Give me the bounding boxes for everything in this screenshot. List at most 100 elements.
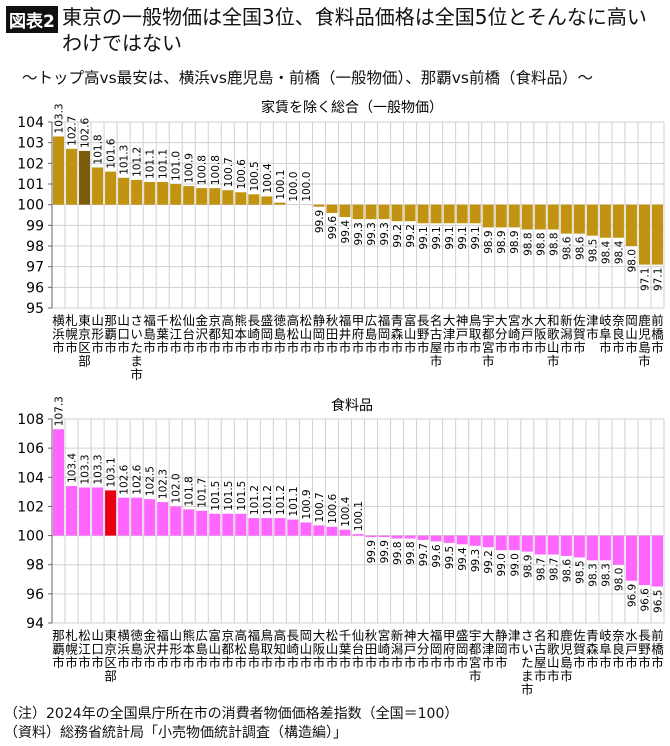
bar-水戸市 bbox=[625, 535, 637, 581]
x-tick-label: 札幌市 bbox=[65, 313, 78, 355]
x-tick-label: 那覇市 bbox=[104, 313, 117, 355]
data-label: 98.7 bbox=[535, 558, 547, 581]
y-tick-label: 98 bbox=[26, 239, 44, 255]
x-tick-label: 奈良市 bbox=[612, 628, 625, 670]
bar-大分市 bbox=[495, 204, 507, 228]
bar-広島市 bbox=[365, 204, 377, 220]
bar-福岡市 bbox=[430, 535, 442, 542]
bar-富山市 bbox=[209, 513, 221, 536]
data-label: 97.1 bbox=[639, 268, 651, 291]
x-tick-label: 静岡市 bbox=[313, 313, 326, 355]
x-tick-label: 東京区部 bbox=[104, 628, 117, 684]
bar-長野市 bbox=[417, 204, 429, 224]
x-tick-label: 京都市 bbox=[222, 628, 235, 670]
bar-仙台市 bbox=[352, 534, 364, 536]
x-tick-label: 名古屋市 bbox=[430, 313, 443, 369]
x-tick-label: 山形市 bbox=[169, 628, 182, 670]
y-tick-label: 95 bbox=[26, 301, 44, 317]
x-tick-label: 神戸市 bbox=[456, 313, 469, 355]
x-tick-label: 宇都宮市 bbox=[482, 313, 495, 369]
x-tick-label: 富山市 bbox=[209, 628, 222, 670]
x-tick-label: 東京区部 bbox=[78, 313, 91, 369]
x-tick-label: 高松市 bbox=[235, 628, 248, 670]
bar-宇都宮市 bbox=[469, 535, 481, 546]
x-tick-label: 山形市 bbox=[91, 313, 104, 355]
x-tick-label: 大分市 bbox=[417, 628, 430, 670]
food-price-chart: 食料品 94 96 98 100 102 104 106 108 107.3 那覇市 103.4 札幌市… bbox=[17, 396, 665, 697]
data-label: 102.6 bbox=[80, 118, 92, 148]
data-label: 100.8 bbox=[210, 155, 222, 185]
x-tick-label: 福島市 bbox=[248, 628, 261, 670]
x-tick-label: 秋田市 bbox=[365, 628, 378, 670]
x-tick-label: 甲府市 bbox=[352, 313, 365, 355]
bar-山形市 bbox=[170, 506, 182, 536]
bar-福岡市 bbox=[378, 204, 390, 220]
bar-札幌市 bbox=[66, 486, 78, 536]
data-label: 98.3 bbox=[600, 563, 612, 586]
bar-福島市 bbox=[144, 181, 156, 205]
data-label: 98.7 bbox=[548, 558, 560, 581]
data-label: 99.2 bbox=[405, 224, 417, 247]
bar-神戸市 bbox=[456, 204, 468, 224]
chart-title: 東京の一般物価は全国3位、食料品価格は全国5位とそんなに高いわけではない bbox=[62, 5, 647, 55]
x-tick-label: 佐賀市 bbox=[573, 628, 586, 670]
data-label: 99.7 bbox=[418, 543, 430, 566]
x-tick-label: 大分市 bbox=[495, 313, 508, 355]
bar-千葉市 bbox=[339, 529, 351, 536]
bar-松江市 bbox=[79, 487, 91, 536]
bar-横浜市 bbox=[53, 136, 65, 205]
x-tick-label: 山口市 bbox=[91, 628, 104, 670]
data-label: 99.0 bbox=[496, 553, 508, 576]
bar-広島市 bbox=[196, 510, 208, 536]
data-label: 101.5 bbox=[236, 481, 248, 511]
data-label: 98.5 bbox=[574, 560, 586, 583]
data-label: 101.7 bbox=[197, 478, 209, 508]
bar-鳥取市 bbox=[261, 518, 273, 536]
bar-長野市 bbox=[638, 535, 650, 586]
bar-松江市 bbox=[170, 184, 182, 205]
bar-さいたま市 bbox=[521, 535, 533, 552]
bar-岐阜市 bbox=[599, 535, 611, 561]
data-label: 100.1 bbox=[275, 170, 287, 200]
data-label: 101.5 bbox=[223, 481, 235, 511]
x-tick-label: 前橋市 bbox=[651, 313, 664, 355]
bar-新潟市 bbox=[391, 535, 403, 539]
data-label: 99.0 bbox=[509, 553, 521, 576]
x-tick-label: 横浜市 bbox=[52, 313, 65, 355]
bar-那覇市 bbox=[53, 429, 65, 536]
x-tick-label: 長崎市 bbox=[248, 313, 261, 355]
general-price-chart: 家賃を除く総合（一般物価） 95 96 97 98 99 100 101 102 103 104 10… bbox=[17, 99, 665, 382]
footnotes: （注）2024年の全国県庁所在市の消費者物価価格差指数（全国＝100） （資料）… bbox=[4, 705, 458, 743]
bar-長崎市 bbox=[287, 519, 299, 536]
x-tick-label: さいたま市 bbox=[521, 628, 534, 697]
bar-岡山市 bbox=[300, 522, 312, 536]
x-tick-label: 福岡市 bbox=[430, 628, 443, 670]
data-label: 99.1 bbox=[431, 226, 443, 249]
y-tick-label: 104 bbox=[17, 115, 44, 131]
data-label: 98.6 bbox=[561, 236, 573, 260]
bar-盛岡市 bbox=[456, 535, 468, 545]
x-tick-label: 岐阜市 bbox=[599, 313, 612, 355]
data-label: 99.1 bbox=[457, 226, 469, 249]
bar-津市 bbox=[508, 535, 520, 551]
x-tick-label: 青森市 bbox=[586, 628, 599, 670]
y-tick-label: 102 bbox=[17, 156, 44, 172]
data-label: 98.0 bbox=[613, 568, 625, 591]
data-label: 102.6 bbox=[132, 464, 144, 494]
x-tick-label: 前橋市 bbox=[651, 628, 664, 670]
bar-鹿児島市 bbox=[560, 535, 572, 556]
x-tick-label: 千葉市 bbox=[156, 313, 169, 355]
bar-大阪市 bbox=[534, 204, 546, 230]
x-tick-label: 大津市 bbox=[482, 628, 495, 670]
data-label: 102.5 bbox=[145, 466, 157, 496]
data-label: 98.8 bbox=[548, 232, 560, 255]
y-tick-label: 100 bbox=[17, 198, 44, 214]
data-label: 99.2 bbox=[483, 550, 495, 573]
x-tick-label: 岡山市 bbox=[625, 313, 638, 355]
y-tick-label: 102 bbox=[17, 499, 44, 515]
bar-金沢市 bbox=[196, 188, 208, 205]
bar-秋田市 bbox=[326, 204, 338, 213]
bar-長崎市 bbox=[248, 194, 260, 205]
x-tick-label: 仙台市 bbox=[352, 628, 365, 670]
x-tick-label: 那覇市 bbox=[52, 628, 65, 670]
